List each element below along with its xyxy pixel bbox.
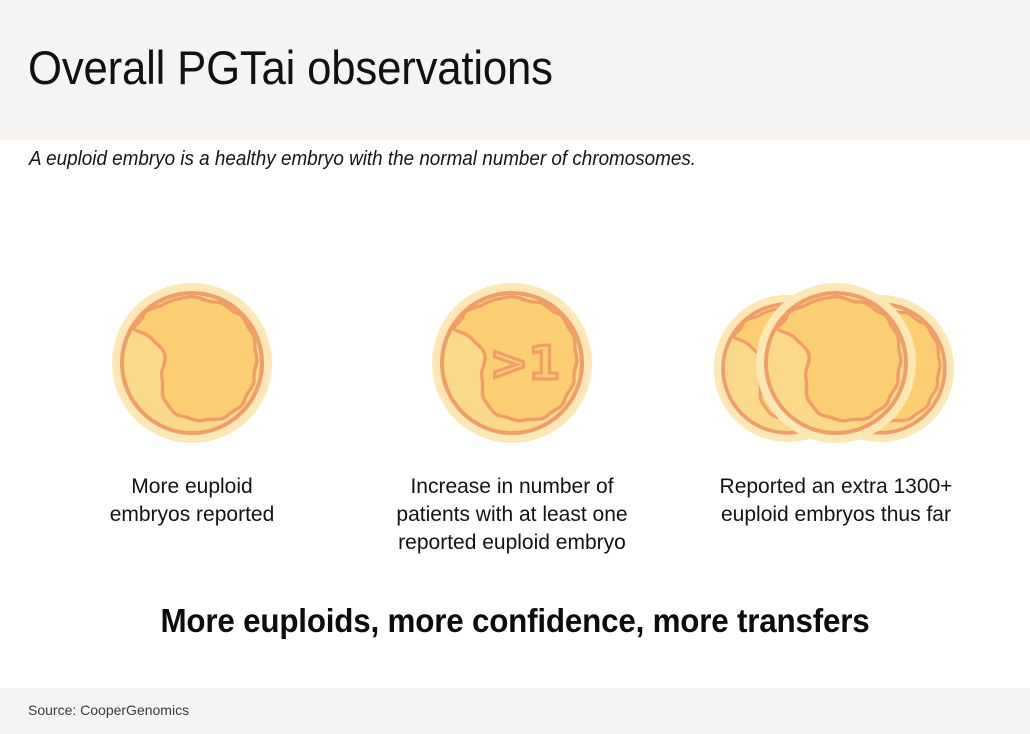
- header-band: [0, 0, 1030, 140]
- stat-column-1: More euploid embryos reported: [32, 275, 352, 529]
- stat-columns: More euploid embryos reported >1 Increas…: [0, 275, 1030, 575]
- stat-column-2: >1 Increase in number of patients with a…: [352, 275, 672, 557]
- embryo-cell-mass: [132, 294, 259, 422]
- source-label: Source: CooperGenomics: [28, 702, 190, 718]
- embryo-greater-than-one-icon: >1: [432, 282, 592, 443]
- tagline-text: More euploids, more confidence, more tra…: [160, 602, 870, 639]
- icon-slot-1: [110, 275, 274, 450]
- three-embryos-icon: [712, 280, 956, 445]
- page-title: Overall PGTai observations: [28, 41, 553, 94]
- stat-caption-3: Reported an extra 1300+ euploid embryos …: [719, 475, 953, 526]
- footer-band: [0, 688, 1030, 734]
- stat-column-3: Reported an extra 1300+ euploid embryos …: [676, 275, 996, 529]
- icon-slot-2: >1: [430, 275, 594, 450]
- stat-caption-2: Increase in number of patients with at l…: [396, 475, 628, 554]
- stat-caption-1: More euploid embryos reported: [109, 475, 275, 526]
- greater-than-one-label: >1: [490, 336, 561, 390]
- subtitle-text: A euploid embryo is a healthy embryo wit…: [29, 147, 697, 170]
- embryo-cell-mass: [452, 294, 579, 422]
- embryo-icon: [112, 282, 272, 443]
- embryo-icon-front-center: [754, 280, 918, 445]
- icon-slot-3: [712, 275, 960, 450]
